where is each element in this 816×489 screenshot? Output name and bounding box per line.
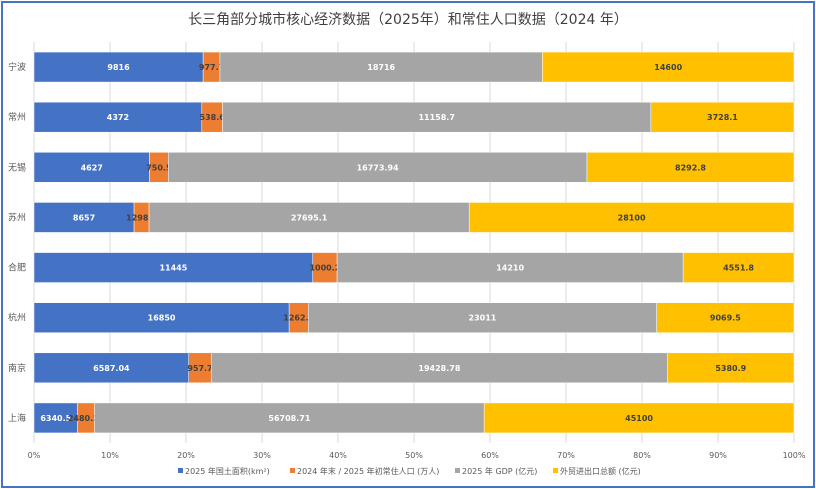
- legend-swatch: [553, 468, 558, 473]
- data-label: 16850: [148, 314, 176, 323]
- bar-segment: [33, 202, 135, 233]
- x-tick-label: 90%: [709, 451, 727, 460]
- bar-segment: [468, 202, 795, 233]
- bar-segment: [33, 302, 290, 333]
- data-label: 28100: [618, 213, 646, 222]
- data-label: 4372: [107, 113, 129, 122]
- data-label: 957.7: [187, 364, 212, 373]
- data-label: 9816: [107, 63, 130, 72]
- data-label: 1262.4: [283, 314, 314, 323]
- data-label: 14600: [654, 63, 682, 72]
- bar-segment: [312, 252, 338, 283]
- bar-segment: [219, 51, 543, 83]
- x-tick-label: 50%: [405, 451, 423, 460]
- category-label: 苏州: [8, 211, 26, 223]
- legend-swatch: [455, 468, 460, 473]
- bar-segment: [33, 152, 150, 183]
- bar-segment: [210, 352, 668, 384]
- bar-segment: [33, 252, 313, 283]
- data-label: 8657: [73, 213, 95, 222]
- x-tick-label: 70%: [557, 451, 575, 460]
- bar-segment: [308, 302, 657, 333]
- category-label: 无锡: [8, 162, 26, 173]
- data-label: 6340.5: [40, 414, 71, 423]
- x-tick-label: 30%: [253, 451, 271, 460]
- data-label: 16773.94: [357, 163, 399, 172]
- data-label: 2480.26: [68, 414, 105, 423]
- bar-segment: [656, 302, 795, 333]
- data-label: 9069.5: [710, 314, 741, 323]
- legend-label: 2025 年国土面积(km²): [185, 466, 270, 476]
- bar-segment: [336, 252, 684, 283]
- x-tick-label: 40%: [329, 451, 347, 460]
- data-label: 19428.78: [418, 364, 460, 373]
- data-label: 45100: [625, 414, 653, 423]
- bar-segment: [682, 252, 795, 283]
- bar-segment: [167, 152, 588, 183]
- x-tick-label: 10%: [101, 451, 119, 460]
- data-label: 4551.8: [723, 264, 754, 273]
- category-label: 上海: [8, 412, 26, 424]
- data-label: 56708.71: [268, 414, 310, 423]
- bar-segment: [586, 152, 795, 183]
- category-label: 南京: [8, 362, 26, 374]
- bar-segment: [650, 101, 795, 133]
- data-label: 11158.7: [418, 113, 454, 122]
- legend-swatch: [290, 468, 295, 473]
- data-label: 14210: [496, 264, 524, 273]
- data-label: 977.7: [199, 63, 224, 72]
- bar-segment: [222, 101, 652, 133]
- data-label: 3728.1: [707, 113, 738, 122]
- data-label: 1000.2: [309, 264, 340, 273]
- x-tick-label: 60%: [481, 451, 499, 460]
- data-label: 23011: [469, 314, 497, 323]
- legend-swatch: [178, 468, 183, 473]
- bar-segment: [667, 352, 795, 384]
- data-label: 8292.8: [675, 163, 706, 172]
- bar-segment: [542, 51, 795, 83]
- category-label: 杭州: [8, 312, 26, 324]
- bar-segment: [94, 402, 485, 434]
- data-label: 11445: [159, 264, 187, 273]
- category-label: 合肥: [8, 262, 26, 274]
- data-label: 6587.04: [93, 364, 130, 373]
- category-label: 常州: [8, 111, 26, 123]
- data-label: 750.5: [146, 163, 172, 172]
- bar-segment: [33, 51, 204, 83]
- legend-label: 2025 年 GDP (亿元): [462, 466, 537, 476]
- x-tick-label: 0%: [28, 451, 41, 460]
- bar-segment: [33, 402, 78, 434]
- data-label: 1298.7: [126, 213, 157, 222]
- bar-segment: [483, 402, 795, 434]
- category-label: 宁波: [8, 61, 26, 73]
- bar-segment: [33, 101, 203, 133]
- x-tick-label: 100%: [783, 451, 806, 460]
- data-label: 5380.9: [715, 364, 746, 373]
- chart-title: 长三角部分城市核心经济数据（2025年）和常住人口数据（2024 年）: [188, 12, 628, 28]
- data-label: 27695.1: [291, 213, 328, 222]
- legend-label: 2024 年末 / 2025 年初常住人口 (万人): [297, 466, 439, 476]
- legend-label: 外贸进出口总额 (亿元): [560, 466, 641, 476]
- data-label: 4627: [81, 163, 103, 172]
- x-tick-label: 20%: [177, 451, 195, 460]
- data-label: 18716: [367, 63, 395, 72]
- data-label: 538.6: [200, 113, 226, 122]
- x-tick-label: 80%: [633, 451, 651, 460]
